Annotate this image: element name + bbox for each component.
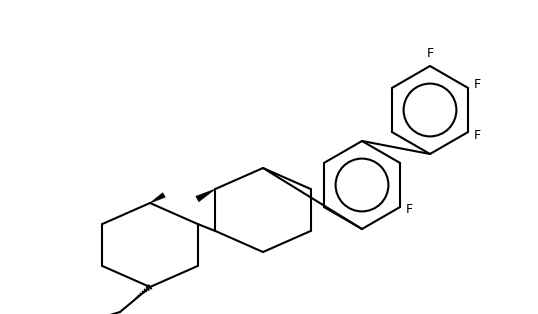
Text: F: F	[474, 128, 481, 142]
Text: F: F	[406, 203, 413, 215]
Polygon shape	[150, 193, 165, 203]
Polygon shape	[196, 189, 215, 202]
Text: F: F	[474, 78, 481, 91]
Text: F: F	[427, 47, 434, 60]
